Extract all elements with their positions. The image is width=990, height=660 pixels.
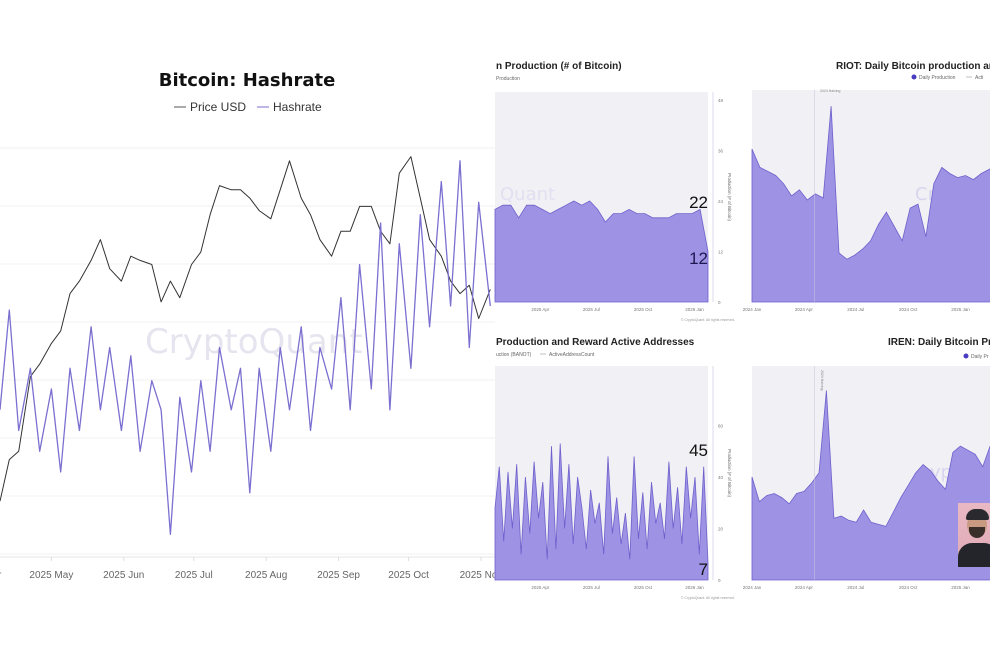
- x-tick-label: 2024 Jan: [743, 307, 762, 312]
- legend-active-address-count: ActiveAddressCount: [549, 352, 595, 358]
- gridlines: [0, 147, 495, 558]
- main-chart-title: Bitcoin: Hashrate: [159, 70, 336, 91]
- x-tick-label: 2025 Aug: [245, 570, 287, 581]
- x-tick-label: 2025 Jan: [951, 585, 970, 590]
- x-tick-label: 2025 Oct: [388, 570, 429, 581]
- legend-production: uction (BANOT): [496, 352, 532, 358]
- presenter-body: [958, 543, 990, 567]
- riot-legend-active: Acti: [975, 75, 983, 81]
- presenter-webcam-thumbnail: [958, 503, 990, 567]
- halving-label: 2024 Halving: [820, 370, 824, 390]
- x-tick-label: 2025 Oct: [634, 307, 653, 312]
- x-tick-label: 2024 Oct: [899, 585, 918, 590]
- y-tick-label: 36: [718, 149, 724, 154]
- y-tick-label: 60: [718, 424, 724, 429]
- x-tick-label: 2025 Apr: [531, 585, 550, 590]
- x-tick-label: 2025 Jun: [103, 570, 144, 581]
- production-title: n Production (# of Bitcoin): [496, 61, 622, 72]
- presenter-beard: [969, 527, 985, 538]
- x-tick-label: 2024 Jul: [847, 307, 864, 312]
- annotation-low: 7: [699, 560, 708, 579]
- annotation-current: 45: [689, 441, 708, 460]
- legend-dot: [963, 353, 969, 359]
- riot-legend-production: Daily Production: [919, 75, 956, 81]
- annotation-current: 22: [689, 193, 708, 212]
- iren-title: IREN: Daily Bitcoin Pro: [888, 337, 990, 348]
- annotation-low: 12: [689, 249, 708, 268]
- production-legend: Production: [496, 76, 520, 82]
- x-tick-label: 2026 Jan: [685, 585, 704, 590]
- x-tick-label: 2024 Oct: [899, 307, 918, 312]
- riot-title: RIOT: Daily Bitcoin production and: [836, 61, 990, 72]
- iren-panel: IREN: Daily Bitcoin Pro Daily Pr ypto 20…: [743, 337, 990, 590]
- legend-dot: [911, 74, 917, 80]
- x-tick-label: 2025 Oct: [634, 585, 653, 590]
- active-addresses-panel: Production and Reward Active Addresses u…: [494, 337, 735, 600]
- x-tick-label: 2025 Nov: [460, 570, 503, 581]
- x-tick-label: 2026 Jan: [685, 307, 704, 312]
- active-addresses-title: Production and Reward Active Addresses: [496, 337, 695, 348]
- y-tick-label: 48: [718, 98, 724, 103]
- presenter-cap: [966, 509, 989, 520]
- y-tick-label: 24: [718, 199, 724, 204]
- y-tick-label: 40: [718, 475, 724, 480]
- production-panel: n Production (# of Bitcoin) Production Q…: [494, 61, 735, 322]
- legend-price-label[interactable]: Price USD: [190, 100, 246, 114]
- production-area: [494, 443, 709, 581]
- x-tick-label: 2024 Apr: [795, 307, 814, 312]
- y-tick-label: 12: [718, 250, 724, 255]
- series-line-price-usd: [0, 156, 491, 502]
- series-line-hashrate: [0, 160, 491, 535]
- x-tick-label: 2025 Sep: [317, 570, 360, 581]
- x-tick-label: 2025 May: [29, 570, 73, 581]
- x-tick-label: 2025 Apr: [0, 570, 2, 581]
- riot-panel: RIOT: Daily Bitcoin production and Daily…: [743, 61, 990, 312]
- halving-label: 2024 Halving: [820, 89, 840, 93]
- x-tick-label: 2024 Apr: [795, 585, 814, 590]
- production-area: [751, 390, 990, 581]
- watermark: Quant: [500, 184, 555, 205]
- production-area: [494, 200, 709, 303]
- y-tick-label: 0: [718, 578, 721, 583]
- legend-hashrate-label[interactable]: Hashrate: [273, 100, 322, 114]
- x-tick-label: 2025 Apr: [531, 307, 550, 312]
- x-tick-label: 2025 Jan: [951, 307, 970, 312]
- y-tick-label: 0: [718, 300, 721, 305]
- x-tick-label: 2024 Jan: [743, 585, 762, 590]
- y-axis-title: Production (# of Bitcoin): [727, 173, 732, 222]
- x-tick-label: 2024 Jul: [847, 585, 864, 590]
- y-tick-label: 20: [718, 527, 724, 532]
- y-axis-title: Production (# of Bitcoin): [727, 449, 732, 498]
- main-hashrate-chart: Bitcoin: Hashrate Price USD Hashrate Cry…: [0, 70, 502, 581]
- x-axis-ticks: 2025 Apr 2025 May 2025 Jun 2025 Jul 2025 Aug…: [0, 557, 502, 581]
- x-tick-label: 2025 Jul: [583, 585, 600, 590]
- copyright: © CryptoQuant. All rights reserved.: [681, 596, 735, 600]
- copyright: © CryptoQuant. All rights reserved.: [681, 318, 735, 322]
- x-tick-label: 2025 Jul: [175, 570, 213, 581]
- watermark: CryptoQuant: [145, 322, 363, 362]
- production-area: [751, 106, 990, 303]
- iren-legend-production: Daily Pr: [971, 354, 989, 360]
- x-tick-label: 2025 Jul: [583, 307, 600, 312]
